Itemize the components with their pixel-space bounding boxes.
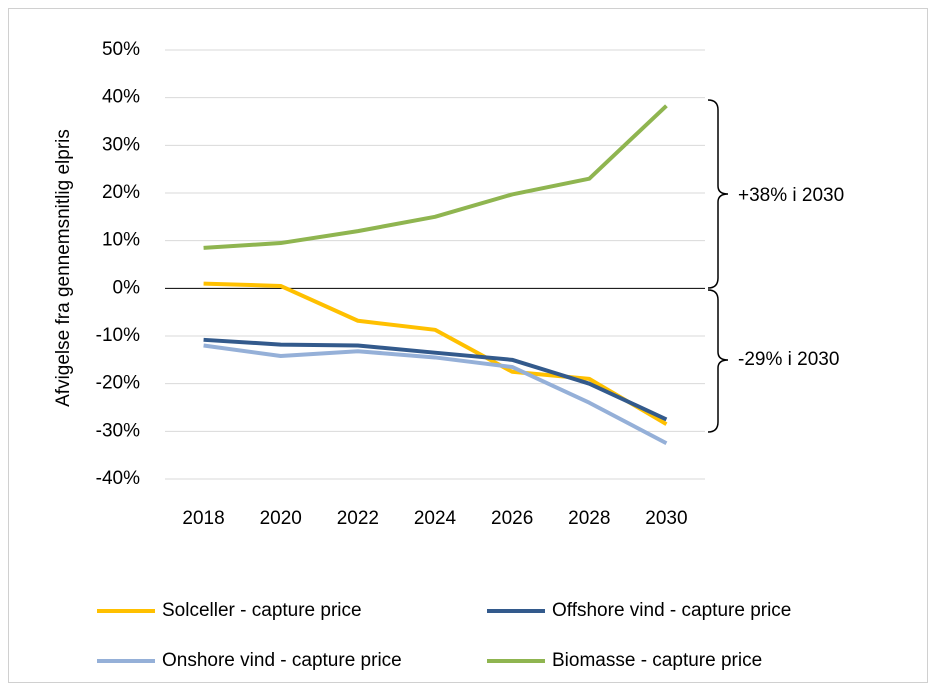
y-tick-label: 0% (113, 277, 141, 298)
y-tick-label: 30% (102, 134, 140, 155)
legend-label: Onshore vind - capture price (162, 650, 402, 671)
legend-label: Offshore vind - capture price (552, 600, 791, 621)
x-tick-label: 2024 (414, 508, 457, 529)
series-line (203, 337, 668, 422)
x-tick-label: 2026 (491, 508, 533, 529)
legend-label: Solceller - capture price (162, 600, 362, 621)
series-line (203, 343, 668, 446)
brace (707, 289, 729, 433)
y-tick-label: 20% (102, 182, 140, 203)
annotation: -29% i 2030 (738, 349, 839, 370)
y-tick-label: -20% (96, 373, 140, 394)
x-tick-label: 2020 (260, 508, 302, 529)
series-line (203, 104, 668, 250)
y-tick-label: -30% (96, 420, 140, 441)
x-tick-label: 2030 (645, 508, 687, 529)
y-tick-label: -40% (96, 468, 140, 489)
y-axis-label: Afvigelse fra gennemsnitlig elpris (53, 129, 74, 407)
y-tick-label: 50% (102, 39, 140, 60)
legend-label: Biomasse - capture price (552, 650, 762, 671)
brace (707, 99, 729, 289)
x-tick-label: 2022 (337, 508, 379, 529)
y-tick-label: 10% (102, 230, 140, 251)
annotation: +38% i 2030 (738, 185, 844, 206)
x-tick-label: 2018 (182, 508, 224, 529)
y-tick-label: 40% (102, 87, 140, 108)
series-line (203, 281, 668, 426)
x-tick-label: 2028 (568, 508, 610, 529)
y-tick-label: -10% (96, 325, 140, 346)
